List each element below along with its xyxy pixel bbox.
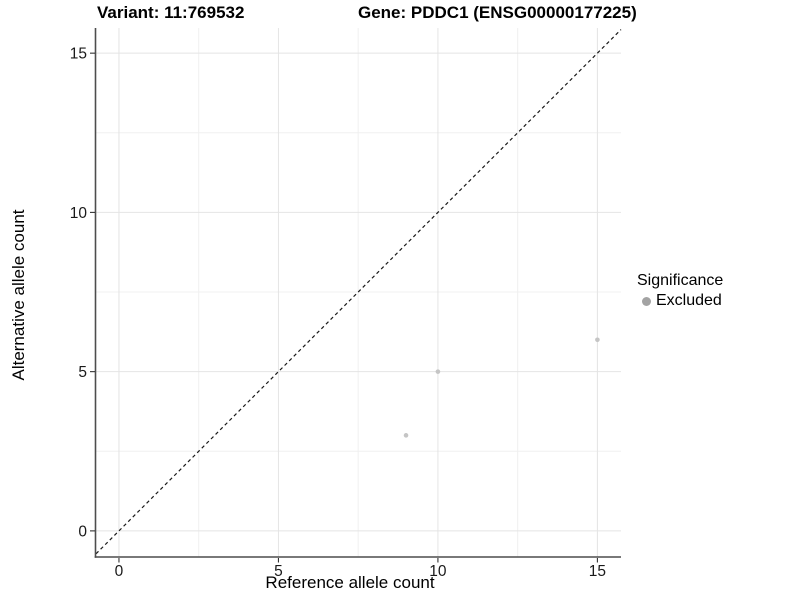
legend-item-excluded: Excluded [637,292,723,310]
excluded-point-icon [642,296,651,306]
svg-text:15: 15 [589,563,606,580]
svg-text:0: 0 [115,563,124,580]
plot-title-variant: Variant: 11:769532 [97,3,245,22]
svg-text:15: 15 [70,46,87,63]
svg-text:10: 10 [70,205,88,222]
svg-text:10: 10 [429,563,447,580]
x-axis-title: Reference allele count [265,573,435,592]
svg-text:5: 5 [78,364,87,381]
svg-text:0: 0 [78,523,87,540]
svg-text:5: 5 [274,563,283,580]
y-axis-title: Alternative allele count [9,209,28,381]
legend-item-label: Excluded [656,292,722,309]
legend: Significance Excluded [637,272,723,310]
plot-title-gene: Gene: PDDC1 (ENSG00000177225) [358,3,637,22]
legend-title: Significance [637,272,724,289]
